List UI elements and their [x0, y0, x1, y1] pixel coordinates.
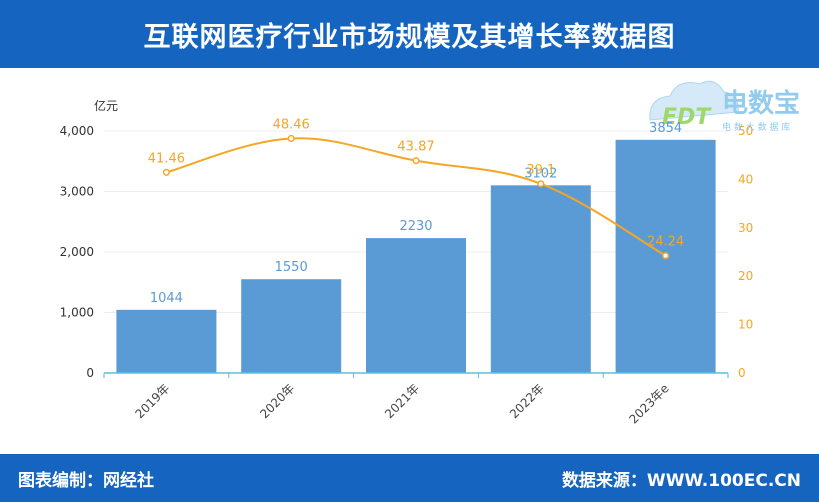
x-tick-label: 2019年 — [133, 381, 173, 421]
bar-value-label: 1044 — [150, 291, 183, 306]
x-axis: 2019年 2020年 2021年 2022年 2023年e — [103, 372, 729, 426]
chart-footer: 图表编制：网经社 数据来源：WWW.100EC.CN — [0, 454, 819, 502]
x-tick-label: 2021年 — [382, 381, 422, 421]
watermark-sub-text: 电 数 大 数 据 库 — [722, 121, 790, 133]
bar-value-label: 2230 — [399, 219, 432, 234]
y2-tick-label: 40 — [738, 172, 753, 186]
bar — [241, 279, 342, 373]
y-tick-label: 0 — [86, 366, 94, 380]
cloud-icon — [649, 80, 739, 121]
y-axis-right: 0 10 20 30 40 50 — [738, 124, 753, 380]
watermark-mark: EDT — [662, 105, 712, 130]
x-tick-label: 2020年 — [257, 381, 297, 421]
growth-rate-label: 43.87 — [397, 140, 434, 155]
y2-tick-label: 20 — [738, 269, 753, 283]
watermark-logo: EDT 电数宝 电 数 大 数 据 库 — [649, 80, 800, 133]
bar-value-labels: 1044 1550 2230 3102 3854 — [150, 121, 682, 306]
y-tick-label: 3,000 — [60, 185, 94, 199]
bar-series — [116, 139, 716, 373]
x-tick-label: 2022年 — [507, 381, 547, 421]
y2-tick-label: 50 — [738, 124, 753, 138]
y-tick-label: 2,000 — [60, 245, 94, 259]
growth-rate-series: 41.46 48.46 43.87 39.1 24.24 — [148, 117, 684, 260]
growth-rate-label: 48.46 — [273, 117, 310, 132]
growth-rate-point — [412, 157, 420, 165]
y2-tick-label: 0 — [738, 366, 746, 380]
bar-value-label: 1550 — [275, 260, 308, 275]
combo-chart: 亿元 0 1,000 2,000 3,000 4,000 0 10 20 30 40 50 EDT… — [60, 80, 800, 426]
y2-tick-label: 10 — [738, 318, 753, 332]
bar — [116, 309, 217, 373]
bar-value-label: 3854 — [649, 121, 682, 136]
growth-rate-label: 24.24 — [647, 235, 684, 250]
y-axis-unit-label: 亿元 — [94, 98, 118, 113]
bar — [366, 238, 466, 373]
y2-tick-label: 30 — [738, 221, 753, 235]
x-tick-label: 2023年e — [627, 381, 672, 426]
chart-header: 互联网医疗行业市场规模及其增长率数据图 — [0, 0, 819, 68]
growth-rate-point — [662, 252, 670, 260]
chart-area: 亿元 0 1,000 2,000 3,000 4,000 0 10 20 30 40 50 EDT… — [0, 68, 819, 454]
y-axis-left: 0 1,000 2,000 3,000 4,000 — [60, 124, 94, 380]
watermark-logo-text: 电数宝 — [722, 88, 800, 119]
growth-rate-point — [287, 134, 295, 143]
y-tick-label: 4,000 — [60, 124, 94, 138]
growth-rate-point — [162, 168, 170, 176]
footer-source: 数据来源：WWW.100EC.CN — [561, 470, 801, 491]
growth-rate-label: 39.1 — [526, 163, 555, 178]
growth-rate-point — [537, 180, 545, 188]
bar — [490, 185, 591, 373]
chart-title: 互联网医疗行业市场规模及其增长率数据图 — [143, 21, 676, 53]
footer-compiler: 图表编制：网经社 — [18, 470, 154, 491]
y-tick-label: 1,000 — [60, 306, 94, 320]
bar-value-label: 3102 — [524, 166, 557, 181]
growth-rate-label: 41.46 — [148, 151, 185, 166]
